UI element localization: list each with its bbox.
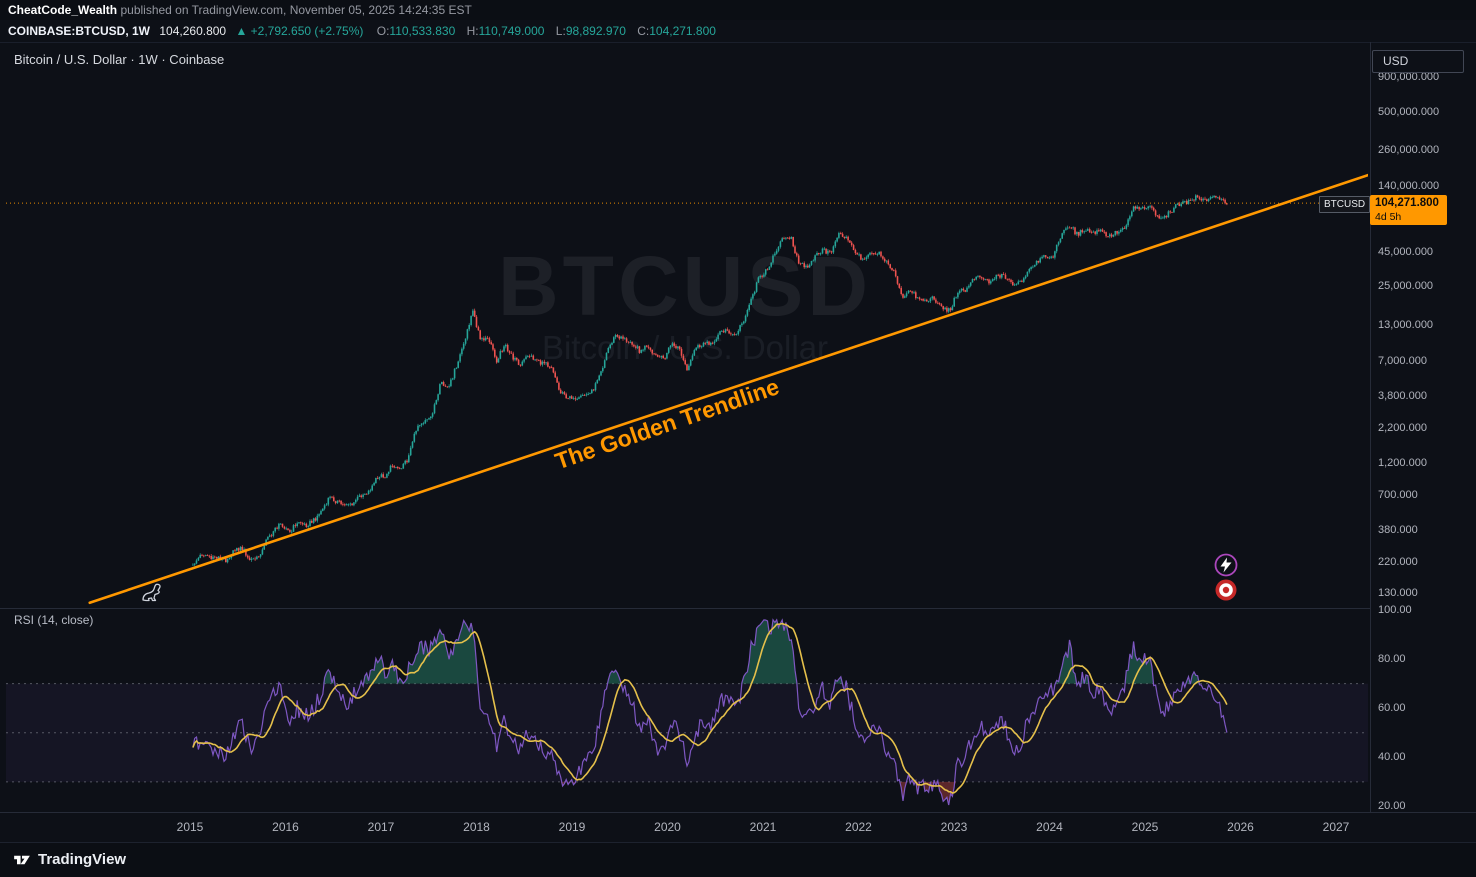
- price-axis-label: 2,200.000: [1378, 422, 1427, 435]
- price-axis-label: 260,000.000: [1378, 143, 1440, 156]
- up-wicks: [192, 194, 1222, 567]
- price-axis-label: 3,800.000: [1378, 390, 1427, 403]
- price-axis-label: 500,000.000: [1378, 105, 1440, 118]
- last-price-marker-value: 104,271.800: [1375, 197, 1439, 210]
- price-axis-label: 7,000.000: [1378, 354, 1427, 367]
- rsi-axis-label: 40.00: [1378, 751, 1406, 764]
- high-value: 110,749.000: [478, 24, 545, 38]
- year-label: 2021: [749, 820, 777, 834]
- year-label: 2022: [845, 820, 872, 834]
- price-marker-symbol-chip: BTCUSD: [1319, 195, 1371, 213]
- low-label: L:: [555, 24, 566, 38]
- price-axis-label: 700.000: [1378, 488, 1418, 501]
- golden-trendline: [88, 173, 1368, 605]
- rsi-ma-line: [192, 622, 1228, 794]
- year-label: 2027: [1322, 820, 1350, 834]
- currency-unit-button[interactable]: USD: [1372, 50, 1464, 73]
- rsi-oversold-fill: [192, 781, 1227, 805]
- down-wicks: [201, 194, 1228, 563]
- chart-legend[interactable]: Bitcoin / U.S. Dollar · 1W · Coinbase: [14, 52, 225, 67]
- year-label: 2019: [558, 820, 586, 834]
- close-value: 104,271.800: [649, 24, 716, 38]
- footer-bar: TradingView: [0, 842, 1476, 877]
- tradingview-logo-icon[interactable]: [12, 850, 32, 875]
- publisher-name: CheatCode_Wealth: [8, 3, 118, 17]
- year-label: 2024: [1036, 820, 1063, 834]
- year-label: 2020: [654, 820, 681, 834]
- last-price-marker: 104,271.800 4d 5h: [1370, 195, 1447, 226]
- rsi-overbought-fill: [192, 619, 1227, 684]
- rsi-line: [192, 618, 1228, 806]
- time-scale[interactable]: 2015 2016 2017 2018 2019 2020 2021 2022 2023 2024…: [0, 812, 1476, 842]
- year-label: 2023: [940, 820, 968, 834]
- symbol-name: COINBASE:BTCUSD, 1W: [8, 24, 151, 38]
- price-axis-label: 13,000.000: [1378, 318, 1434, 331]
- publish-bar: CheatCode_Wealth published on TradingVie…: [0, 0, 1476, 20]
- rsi-axis-label: 80.00: [1378, 653, 1406, 666]
- price-axis-label: 1,200.000: [1378, 457, 1427, 470]
- price-axis-label: 130.000: [1378, 587, 1418, 600]
- close-label: C:: [637, 24, 650, 38]
- tradingview-brand[interactable]: TradingView: [38, 851, 127, 868]
- down-bodies: [201, 195, 1228, 563]
- rsi-axis-label: 60.00: [1378, 702, 1406, 715]
- price-axis-label: 25,000.000: [1378, 280, 1434, 293]
- price-axis-label: 380.000: [1378, 524, 1418, 537]
- price-axis-label: 900,000.000: [1378, 71, 1440, 84]
- year-label: 2015: [176, 820, 204, 834]
- price-axis-label: 140,000.000: [1378, 179, 1440, 192]
- last-price: 104,260.800: [159, 24, 227, 38]
- year-label: 2026: [1227, 820, 1254, 834]
- rsi-axis-label: 100.00: [1378, 604, 1412, 616]
- price-change: ▲ +2,792.650 (+2.75%): [235, 24, 364, 38]
- low-value: 98,892.970: [565, 24, 626, 38]
- main-pane: [6, 173, 1368, 605]
- price-scale[interactable]: 900,000.000 500,000.000 260,000.000 140,000…: [1378, 0, 1472, 842]
- high-label: H:: [466, 24, 479, 38]
- price-axis-label: 220.000: [1378, 556, 1418, 569]
- bar-countdown: 4d 5h: [1375, 211, 1402, 224]
- price-axis-label: 45,000.000: [1378, 246, 1434, 259]
- year-label: 2018: [463, 820, 490, 834]
- open-value: 110,533.830: [389, 24, 456, 38]
- rsi-axis-label: 20.00: [1378, 800, 1406, 813]
- year-label: 2025: [1131, 820, 1159, 834]
- rsi-indicator-label[interactable]: RSI (14, close): [14, 613, 94, 627]
- target-badge-icon[interactable]: [1214, 578, 1238, 602]
- rsi-pane: [6, 618, 1368, 806]
- boost-lightning-icon[interactable]: [1214, 553, 1238, 577]
- open-label: O:: [376, 24, 390, 38]
- year-label: 2017: [367, 820, 395, 834]
- dino-icon: [138, 576, 166, 604]
- up-bodies: [192, 195, 1223, 566]
- symbol-info-bar: COINBASE:BTCUSD, 1W 104,260.800 ▲ +2,792…: [0, 20, 1476, 42]
- year-label: 2016: [272, 820, 299, 834]
- publish-info: published on TradingView.com, November 0…: [117, 3, 472, 17]
